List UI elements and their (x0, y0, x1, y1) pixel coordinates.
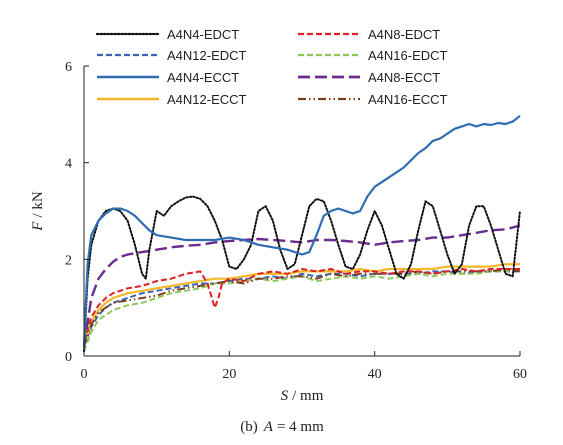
legend-label-a4n4-edct: A4N4-EDCT (167, 27, 239, 42)
series-line-a4n12-edct (83, 270, 520, 347)
legend-label-a4n16-edct: A4N16-EDCT (368, 48, 448, 63)
series-line-a4n4-ecct (82, 114, 521, 347)
x-tick-label: 0 (81, 367, 88, 382)
x-tick-label: 20 (222, 367, 236, 382)
axes (83, 66, 520, 357)
y-tick-label: 0 (65, 350, 72, 365)
x-tick-label: 40 (368, 367, 382, 382)
y-axis-label: F/ kN (30, 191, 46, 232)
series-line-a4n8-ecct (82, 224, 521, 347)
series-line-a4n16-ecct (83, 268, 521, 347)
legend: A4N4-EDCT A4N8-EDCT A4N12-EDCT A4N16-EDCT A4… (95, 27, 448, 107)
legend-label-a4n4-ecct: A4N4-ECCT (167, 70, 239, 85)
legend-label-a4n12-ecct: A4N12-ECCT (167, 92, 247, 107)
y-tick-label: 2 (65, 253, 72, 268)
series-line-a4n8-edct (83, 268, 520, 342)
legend-label-a4n16-ecct: A4N16-ECCT (368, 92, 448, 107)
plot-series (82, 114, 521, 353)
y-tick-label: 6 (65, 60, 72, 75)
x-axis-label: S / mm (281, 388, 324, 404)
legend-label-a4n8-ecct: A4N8-ECCT (368, 70, 440, 85)
series-line-a4n16-edct (83, 268, 521, 352)
legend-label-a4n8-edct: A4N8-EDCT (368, 27, 440, 42)
series-line-a4n4-edct (83, 195, 521, 353)
legend-label-a4n12-edct: A4N12-EDCT (167, 48, 247, 63)
chart-caption: (b) A = 4 mm (240, 419, 324, 435)
ticks: 0 20 40 60 0 2 4 6 (65, 60, 527, 382)
y-tick-label: 4 (65, 157, 72, 172)
x-tick-label: 60 (513, 367, 527, 382)
